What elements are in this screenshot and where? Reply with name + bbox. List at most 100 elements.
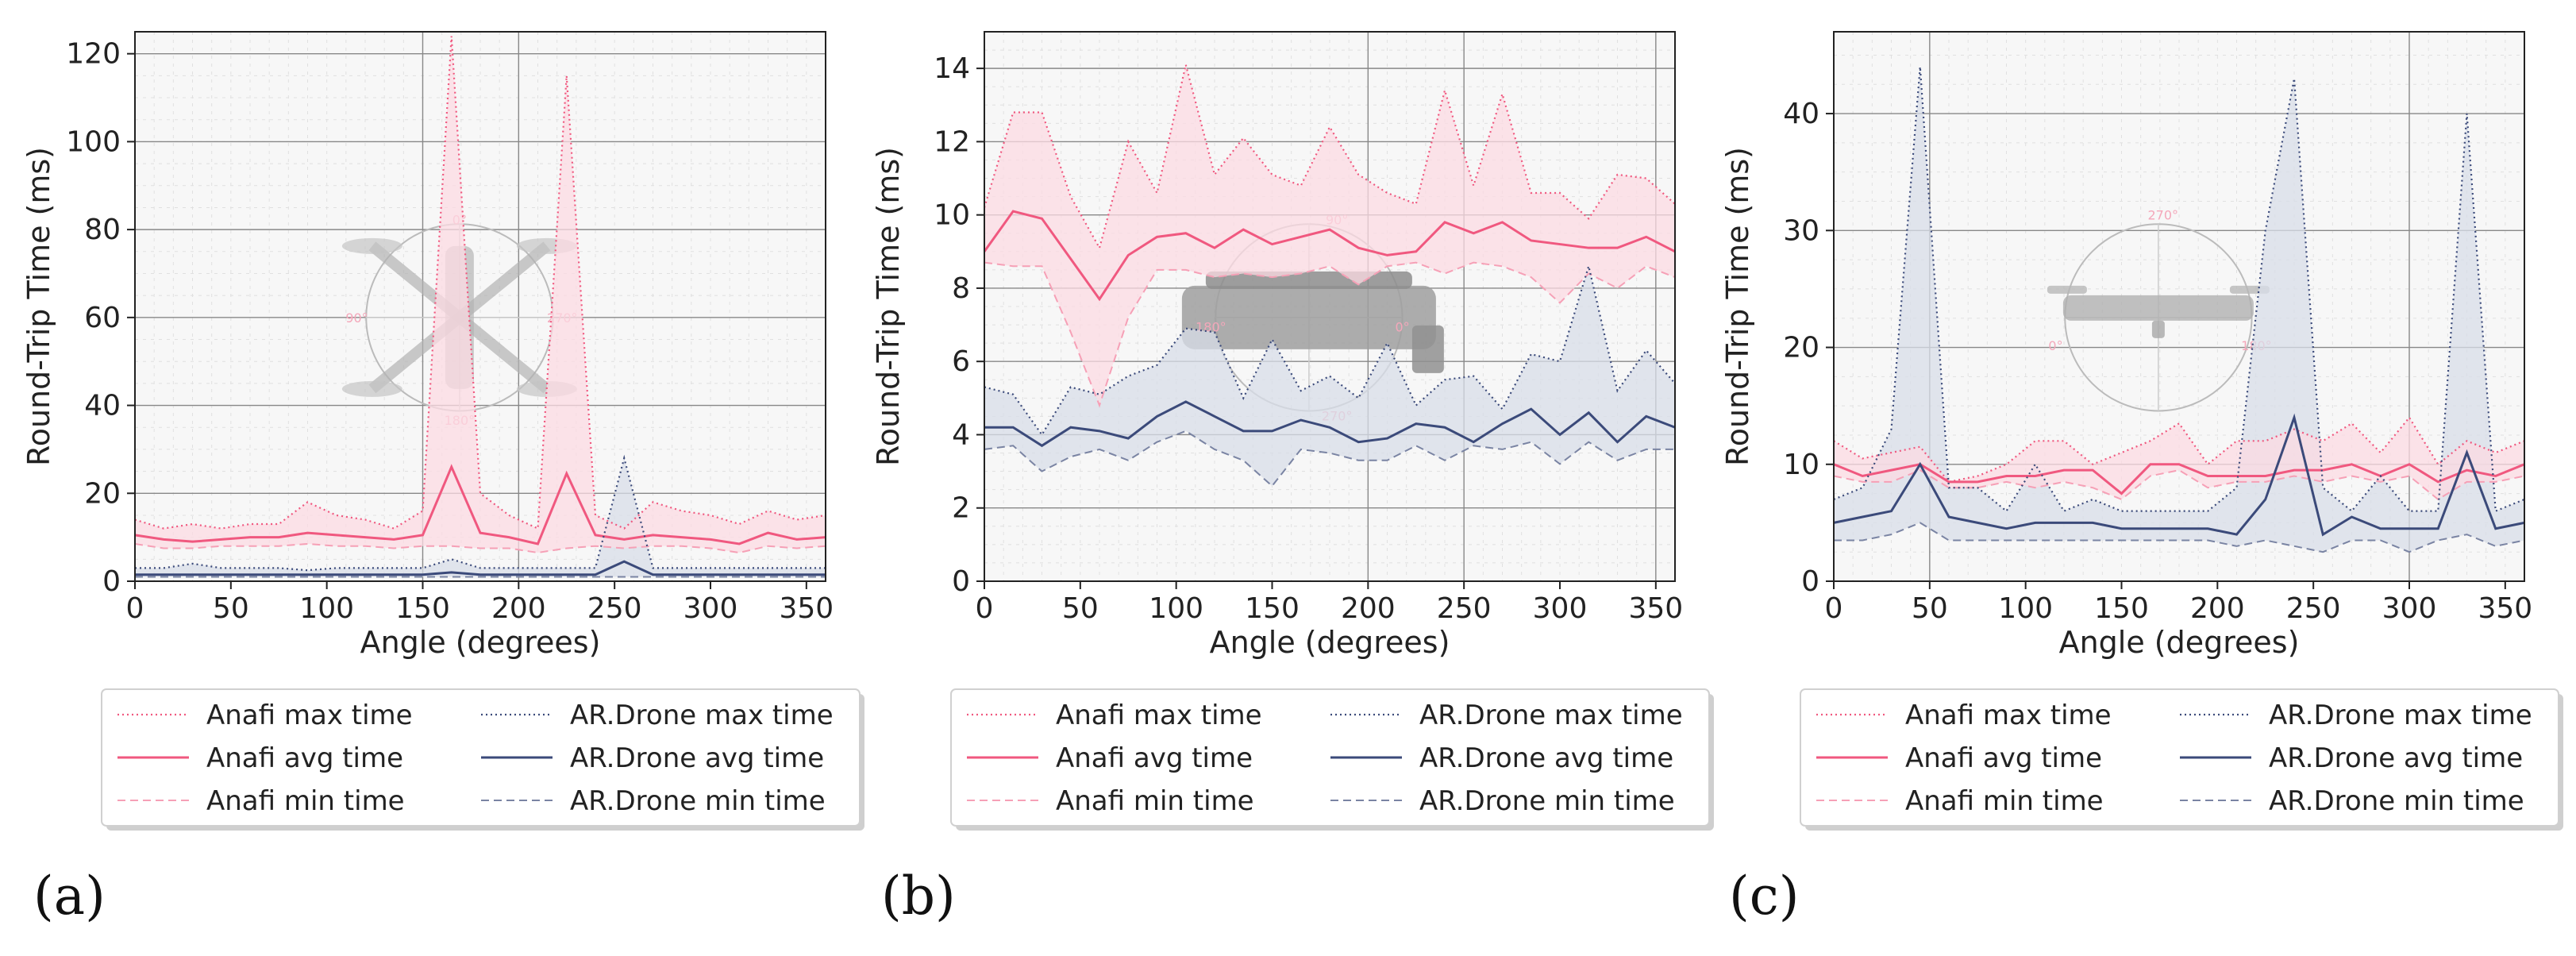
legend-anafi-min-label: Anafi min time xyxy=(206,785,405,817)
y-tick-label: 30 xyxy=(1783,214,1819,247)
y-tick-label: 0 xyxy=(102,565,121,598)
x-tick-label: 300 xyxy=(683,592,738,625)
x-tick-label: 100 xyxy=(299,592,354,625)
x-tick-label: 350 xyxy=(1628,592,1683,625)
ardrone-range-band xyxy=(1834,67,2524,553)
y-tick-label: 12 xyxy=(934,125,970,158)
y-tick-label: 14 xyxy=(934,52,970,85)
x-tick-label: 250 xyxy=(2286,592,2341,625)
y-tick-label: 40 xyxy=(84,390,121,422)
x-tick-label: 150 xyxy=(1245,592,1300,625)
inset-angle-label: 0° xyxy=(2048,338,2062,353)
drone-arm-icon xyxy=(456,241,551,322)
chart-panel-a: 0°90°270°180°050100150200250300350020406… xyxy=(21,31,864,831)
legend-ardrone-min-label: AR.Drone min time xyxy=(2269,785,2524,817)
axes-frame xyxy=(1833,31,2525,582)
panel-label-c: (c) xyxy=(1729,865,1800,927)
legend-anafi-max-label: Anafi max time xyxy=(1905,700,2112,731)
y-tick-label: 6 xyxy=(952,345,970,378)
ardrone-min-line xyxy=(984,430,1675,488)
x-tick-label: 0 xyxy=(126,592,144,625)
x-tick-label: 0 xyxy=(976,592,994,625)
legend-ardrone-avg-label: AR.Drone avg time xyxy=(2269,742,2523,774)
y-tick-label: 20 xyxy=(84,477,121,510)
x-tick-label: 250 xyxy=(587,592,642,625)
axes-frame xyxy=(134,31,826,582)
legend-anafi-avg-label: Anafi avg time xyxy=(1056,742,1253,774)
x-tick-label: 300 xyxy=(1533,592,1588,625)
legend-anafi-max-label: Anafi max time xyxy=(1056,700,1262,731)
x-tick-label: 100 xyxy=(1998,592,2053,625)
y-tick-label: 40 xyxy=(1783,98,1819,130)
y-tick-label: 10 xyxy=(934,199,970,232)
drone-propeller-icon xyxy=(341,237,402,254)
y-tick-label: 80 xyxy=(84,214,121,246)
ardrone-avg-line xyxy=(1833,413,2525,537)
y-axis-label: Round-Trip Time (ms) xyxy=(1720,147,1755,466)
x-tick-label: 50 xyxy=(1912,592,1948,625)
drone-body-icon xyxy=(2062,295,2254,321)
panel-label-a: (a) xyxy=(33,865,106,927)
legend-anafi-min-label: Anafi min time xyxy=(1056,785,1254,817)
ardrone-max-line xyxy=(135,454,826,572)
x-tick-label: 300 xyxy=(2382,592,2437,625)
inset-angle-label: 270° xyxy=(2148,207,2179,222)
x-tick-label: 150 xyxy=(395,592,450,625)
anafi-avg-line xyxy=(1833,463,2525,495)
anafi-range-band xyxy=(1834,417,2524,499)
chart-panel-b: 90°180°0°270°050100150200250300350024681… xyxy=(871,31,1714,831)
drone-body-icon xyxy=(1181,285,1436,349)
chart-panel-c: 270°0°180°050100150200250300350010203040… xyxy=(1720,31,2563,831)
y-tick-label: 0 xyxy=(1801,565,1819,598)
x-axis-label: Angle (degrees) xyxy=(2059,625,2300,660)
legend-ardrone-max-label: AR.Drone max time xyxy=(570,700,834,731)
legend-anafi-min-label: Anafi min time xyxy=(1905,785,2104,817)
y-tick-label: 10 xyxy=(1783,449,1819,481)
x-axis-label: Angle (degrees) xyxy=(1210,625,1450,660)
ardrone-min-line xyxy=(1834,522,2525,553)
drone-camera-icon xyxy=(1411,325,1444,373)
drone-propeller-icon xyxy=(2047,285,2087,294)
legend-anafi-avg-label: Anafi avg time xyxy=(206,742,403,774)
drone-propeller-icon xyxy=(341,380,402,397)
x-tick-label: 200 xyxy=(2190,592,2245,625)
y-tick-label: 60 xyxy=(84,302,121,334)
x-tick-label: 350 xyxy=(2478,592,2532,625)
drone-camera-icon xyxy=(2151,320,2165,338)
x-tick-label: 250 xyxy=(1437,592,1492,625)
y-axis-label: Round-Trip Time (ms) xyxy=(871,147,906,466)
y-tick-label: 20 xyxy=(1783,332,1819,364)
panel-label-b: (b) xyxy=(881,865,956,927)
y-tick-label: 100 xyxy=(66,125,121,158)
x-tick-label: 200 xyxy=(491,592,546,625)
ardrone-range-band xyxy=(984,266,1675,487)
y-tick-label: 4 xyxy=(952,418,970,451)
x-axis-label: Angle (degrees) xyxy=(360,625,601,660)
legend-ardrone-max-label: AR.Drone max time xyxy=(2269,700,2532,731)
y-tick-label: 120 xyxy=(66,38,121,71)
y-tick-label: 2 xyxy=(952,492,970,525)
anafi-max-line xyxy=(983,64,1676,251)
x-tick-label: 150 xyxy=(2094,592,2149,625)
anafi-min-line xyxy=(984,261,1676,408)
legend-ardrone-min-label: AR.Drone min time xyxy=(570,785,826,817)
x-tick-label: 0 xyxy=(1825,592,1843,625)
legend-ardrone-min-label: AR.Drone min time xyxy=(1419,785,1675,817)
legend-box xyxy=(1800,688,2559,827)
inset-angle-label: 90° xyxy=(345,310,368,326)
inset-angle-label: 0° xyxy=(1395,320,1409,335)
ardrone-avg-line xyxy=(135,560,826,576)
drone-arm-icon xyxy=(456,313,551,394)
anafi-avg-line xyxy=(983,210,1676,302)
anafi-avg-line xyxy=(134,464,826,545)
legend-anafi-max-label: Anafi max time xyxy=(206,700,413,731)
legend-anafi-avg-label: Anafi avg time xyxy=(1905,742,2102,774)
x-tick-label: 100 xyxy=(1149,592,1203,625)
x-tick-label: 50 xyxy=(1062,592,1099,625)
x-tick-label: 200 xyxy=(1341,592,1396,625)
anafi-min-line xyxy=(134,542,826,554)
x-tick-label: 350 xyxy=(779,592,834,625)
legend-ardrone-avg-label: AR.Drone avg time xyxy=(570,742,824,774)
y-axis-label: Round-Trip Time (ms) xyxy=(21,147,56,466)
